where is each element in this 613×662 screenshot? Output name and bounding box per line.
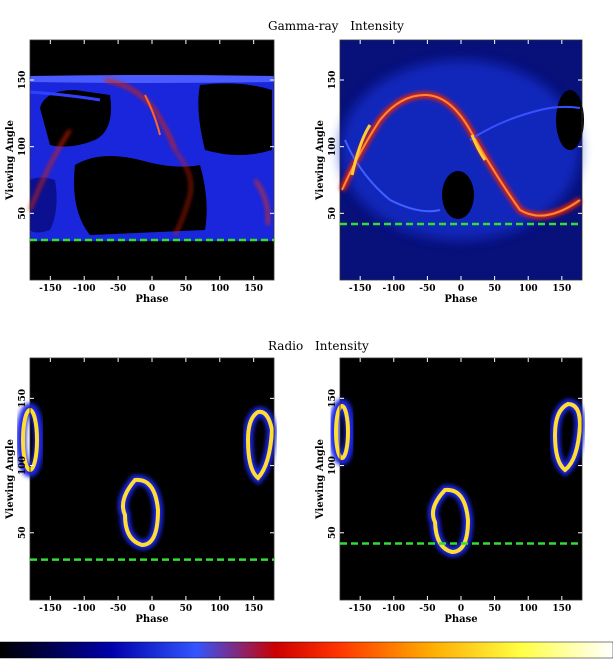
radio-right-ytick-label: 50 [328, 527, 338, 540]
radio-right-xtick-label: -50 [419, 604, 435, 614]
radio-left-xtick-label: 100 [210, 604, 229, 614]
gamma-left-ylabel: Viewing Angle [5, 120, 16, 201]
radio-right-panel [329, 357, 586, 601]
gamma-left-xlabel: Phase [135, 294, 168, 305]
gamma-right-xtick-label: -150 [349, 284, 372, 294]
gamma-left-xtick-label: 50 [180, 284, 193, 294]
gamma-title-word2: Intensity [350, 19, 404, 33]
gamma-right-xtick-label: 0 [458, 284, 464, 294]
radio-right-emission [329, 398, 586, 558]
gamma-right-xtick-label: -50 [419, 284, 435, 294]
radio-right-ylabel: Viewing Angle [315, 439, 326, 520]
radio-right-xtick-label: 50 [488, 604, 501, 614]
radio-left-xtick-label: -150 [39, 604, 62, 614]
radio-left-xtick-label: 50 [180, 604, 193, 614]
gamma-left-ytick-label: 150 [18, 71, 28, 90]
gamma-left-ytick-label: 50 [18, 207, 28, 220]
gamma-left-xtick-label: 0 [149, 284, 155, 294]
radio-right-xtick-label: 150 [552, 604, 571, 614]
radio-left-ytick-label: 150 [18, 389, 28, 408]
radio-title-word1: Radio [268, 339, 303, 353]
radio-right-ytick-label: 100 [328, 456, 338, 475]
radio-left-xtick-label: -100 [73, 604, 96, 614]
gamma-left-emission [28, 75, 274, 241]
gamma-right-ytick-label: 150 [328, 71, 338, 90]
gamma-left-panel [28, 39, 275, 281]
radio-title-word2: Intensity [315, 339, 369, 353]
gamma-left-xtick-label: -150 [39, 284, 62, 294]
gamma-left-xtick-label: -50 [110, 284, 126, 294]
radio-left-panel [16, 357, 278, 601]
gamma-right-ylabel: Viewing Angle [315, 120, 326, 201]
gamma-right-panel [339, 39, 584, 281]
gamma-left-ytick-label: 100 [18, 137, 28, 156]
gamma-right-xtick-label: 50 [488, 284, 501, 294]
radio-left-xtick-label: 0 [149, 604, 155, 614]
gamma-title-word1: Gamma-ray [268, 19, 339, 33]
svg-text:Gamma-ray Intensity: Gamma-ray Intensity [268, 19, 404, 33]
gamma-right-emission [339, 40, 584, 280]
radio-right-xtick-label: 0 [458, 604, 464, 614]
gamma-right-xtick-label: -100 [383, 284, 406, 294]
gamma-right-ytick-label: 50 [328, 207, 338, 220]
colorbar [0, 641, 613, 659]
radio-left-ytick-label: 100 [18, 456, 28, 475]
radio-right-xlabel: Phase [444, 614, 477, 625]
gamma-left-xtick-label: -100 [73, 284, 96, 294]
radio-right-ytick-label: 150 [328, 389, 338, 408]
svg-text:Radio Intensity: Radio Intensity [268, 339, 369, 353]
gamma-right-xlabel: Phase [444, 294, 477, 305]
radio-left-ylabel: Viewing Angle [5, 439, 16, 520]
gamma-right-xtick-label: 150 [552, 284, 571, 294]
radio-right-xtick-label: -150 [349, 604, 372, 614]
gamma-left-xtick-label: 150 [244, 284, 263, 294]
gamma-right-xtick-label: 100 [519, 284, 538, 294]
radio-right-xtick-label: -100 [383, 604, 406, 614]
gamma-right-ytick-label: 100 [328, 137, 338, 156]
axes-layer: -150 -100 -50 0 50 100 150 50 100 150 Phase Viewing… [5, 40, 582, 625]
radio-left-xtick-label: 150 [244, 604, 263, 614]
radio-left-xlabel: Phase [135, 614, 168, 625]
radio-right-xtick-label: 100 [519, 604, 538, 614]
gamma-left-xtick-label: 100 [210, 284, 229, 294]
radio-left-xtick-label: -50 [110, 604, 126, 614]
radio-left-ytick-label: 50 [18, 527, 28, 540]
